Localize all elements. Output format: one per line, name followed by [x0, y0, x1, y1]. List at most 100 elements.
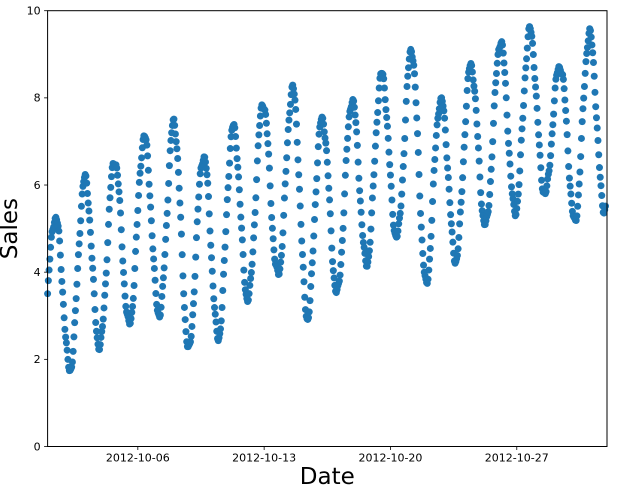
scatter-point: [202, 164, 210, 172]
scatter-point: [179, 272, 187, 280]
scatter-point: [503, 111, 511, 119]
scatter-point: [144, 152, 152, 160]
scatter-point: [440, 107, 448, 115]
scatter-point: [221, 243, 229, 251]
scatter-point: [78, 190, 86, 198]
scatter-point: [160, 264, 168, 272]
scatter-point: [100, 304, 108, 312]
scatter-point: [475, 157, 483, 165]
scatter-point: [446, 199, 454, 207]
scatter-point: [401, 135, 409, 143]
scatter-point: [387, 182, 395, 190]
scatter-point: [47, 243, 55, 251]
scatter-point: [180, 303, 188, 311]
scatter-point: [174, 168, 182, 176]
scatter-point: [289, 85, 297, 93]
scatter-point: [58, 277, 66, 285]
scatter-point: [297, 220, 305, 228]
scatter-point: [180, 290, 188, 298]
scatter-point: [326, 196, 334, 204]
scatter-point: [505, 149, 513, 157]
scatter-point: [357, 208, 365, 216]
scatter-point: [138, 154, 146, 162]
scatter-point: [226, 145, 234, 153]
scatter-point: [202, 158, 209, 166]
scatter-point: [251, 208, 259, 216]
scatter-point: [132, 233, 140, 241]
scatter-point: [562, 107, 570, 115]
scatter-point: [468, 68, 476, 76]
scatter-point: [206, 227, 214, 235]
scatter-point: [224, 184, 232, 192]
y-axis-label: Sales: [0, 198, 23, 259]
scatter-point: [368, 209, 376, 217]
scatter-point: [592, 103, 600, 111]
scatter-point: [559, 75, 567, 83]
scatter-point: [305, 308, 313, 316]
scatter-point: [292, 105, 300, 113]
scatter-point: [269, 235, 277, 243]
scatter-point: [388, 196, 396, 204]
scatter-point: [489, 119, 497, 127]
scatter-point: [249, 248, 257, 256]
scatter-point: [62, 339, 70, 347]
scatter-point: [156, 311, 164, 319]
scatter-point: [491, 88, 499, 96]
y-tick-label: 6: [34, 179, 41, 192]
scatter-point: [329, 267, 337, 275]
scatter-point: [512, 210, 520, 218]
scatter-point: [424, 275, 432, 283]
scatter-point: [501, 69, 509, 77]
scatter-point: [277, 251, 285, 259]
scatter-point: [384, 134, 392, 142]
scatter-point: [448, 228, 456, 236]
scatter-point: [543, 182, 551, 190]
scatter-point: [77, 202, 85, 210]
scatter-point: [321, 134, 329, 142]
scatter-point: [517, 136, 525, 144]
scatter-point: [319, 114, 327, 122]
scatter-point: [459, 174, 467, 182]
scatter-point: [133, 220, 141, 228]
y-tick-label: 4: [34, 266, 41, 279]
scatter-point: [301, 293, 309, 301]
scatter-point: [77, 217, 85, 225]
scatter-point: [372, 129, 380, 137]
plot-area: [47, 10, 608, 447]
scatter-point: [232, 133, 240, 141]
scatter-point: [305, 314, 312, 322]
x-tick-label: 2012-10-13: [232, 452, 296, 465]
scatter-point: [209, 282, 217, 290]
scatter-point: [144, 166, 152, 174]
scatter-point: [254, 142, 262, 150]
scatter-point: [262, 110, 270, 118]
x-axis-ticks: 2012-10-06 2012-10-13 2012-10-20 2012-10-27: [106, 446, 549, 465]
scatter-point: [85, 207, 93, 215]
scatter-point: [330, 274, 338, 282]
scatter-point: [189, 300, 197, 308]
scatter-point: [290, 90, 298, 98]
scatter-point: [247, 274, 255, 282]
scatter-point: [194, 205, 202, 213]
scatter-point: [268, 214, 276, 222]
scatter-point: [46, 255, 54, 263]
x-tick-label: 2012-10-27: [485, 452, 549, 465]
scatter-point: [535, 141, 543, 149]
scatter-point: [536, 151, 544, 159]
scatter-point: [591, 88, 599, 96]
scatter-point: [92, 319, 100, 327]
scatter-point: [63, 346, 71, 354]
scatter-point: [389, 221, 397, 229]
scatter-point: [528, 32, 536, 40]
scatter-point: [158, 292, 166, 300]
scatter-point: [56, 251, 64, 259]
scatter-point: [389, 210, 397, 218]
scatter-point: [262, 119, 270, 127]
scatter-point: [177, 213, 185, 221]
scatter-point: [235, 173, 243, 181]
scatter-point: [582, 58, 590, 66]
scatter-point: [562, 117, 570, 125]
scatter-point: [210, 295, 218, 303]
scatter-point: [266, 182, 274, 190]
